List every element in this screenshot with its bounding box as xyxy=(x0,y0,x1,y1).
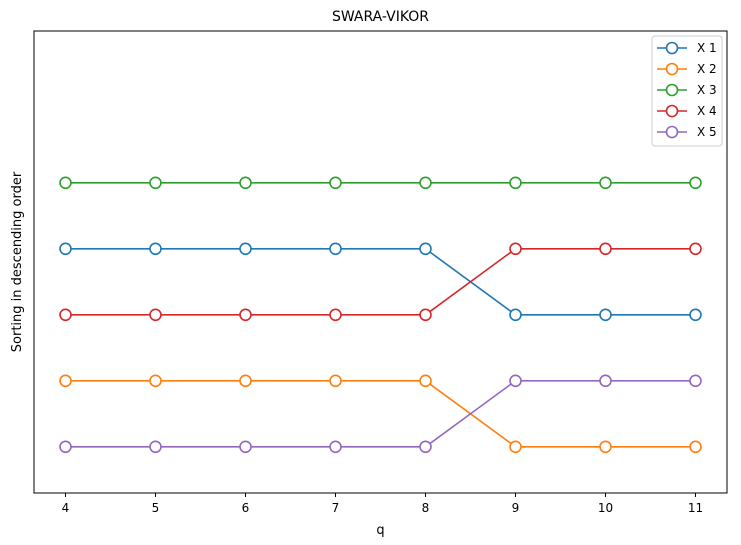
series-x4-point xyxy=(149,308,162,322)
series-layer xyxy=(59,176,702,454)
series-x2-point xyxy=(509,440,522,454)
legend-label: X 1 xyxy=(697,41,717,55)
series-x5-point xyxy=(689,374,702,388)
series-x3-point xyxy=(599,176,612,190)
series-x3-point xyxy=(509,176,522,190)
x-tick-label: 6 xyxy=(242,501,250,515)
series-x1-point xyxy=(419,242,432,256)
plot-area xyxy=(33,30,728,494)
x-tick-label: 11 xyxy=(688,501,703,515)
x-tick-label: 8 xyxy=(422,501,430,515)
legend-entry: X 1 xyxy=(657,41,717,55)
legend-swatch-marker xyxy=(665,62,679,76)
x-tick-label: 10 xyxy=(598,501,613,515)
series-x1-point xyxy=(59,242,72,256)
series-x2-point xyxy=(59,374,72,388)
legend-entry: X 4 xyxy=(657,104,717,118)
legend-entry: X 5 xyxy=(657,125,717,139)
series-x5-point xyxy=(599,374,612,388)
x-tick-label: 7 xyxy=(332,501,340,515)
series-x2-point xyxy=(419,374,432,388)
series-x1-point xyxy=(149,242,162,256)
series-x1 xyxy=(59,242,702,322)
series-x3-point xyxy=(689,176,702,190)
series-x4-point xyxy=(329,308,342,322)
x-tick-label: 5 xyxy=(152,501,160,515)
series-x4-point xyxy=(689,242,702,256)
series-x4-line xyxy=(65,248,696,316)
x-tick-label: 4 xyxy=(62,501,70,515)
series-x4-point xyxy=(419,308,432,322)
legend-label: X 2 xyxy=(697,62,717,76)
series-x1-point xyxy=(599,308,612,322)
series-x4-point xyxy=(509,242,522,256)
series-x5-point xyxy=(59,440,72,454)
legend: X 1 X 2 X 3 X 4 X 5 xyxy=(651,35,723,147)
series-x1-point xyxy=(239,242,252,256)
series-x1-point xyxy=(509,308,522,322)
legend-label: X 4 xyxy=(697,104,717,118)
series-x2 xyxy=(59,374,702,454)
legend-swatch-marker xyxy=(665,104,679,118)
series-x1-line xyxy=(65,248,696,316)
legend-swatch-marker xyxy=(665,41,679,55)
series-x4 xyxy=(59,242,702,322)
series-x2-point xyxy=(239,374,252,388)
series-x3-point xyxy=(419,176,432,190)
series-x5-line xyxy=(65,379,696,448)
series-x2-point xyxy=(689,440,702,454)
legend-label: X 5 xyxy=(697,125,717,139)
series-x1-point xyxy=(329,242,342,256)
series-x1-point xyxy=(689,308,702,322)
legend-swatch-marker xyxy=(665,83,679,97)
series-x2-point xyxy=(599,440,612,454)
series-x2-line xyxy=(65,379,696,448)
series-x5-point xyxy=(149,440,162,454)
chart-title: SWARA-VIKOR xyxy=(332,9,429,25)
series-x5-point xyxy=(329,440,342,454)
series-x3-point xyxy=(59,176,72,190)
legend-swatch-marker xyxy=(665,125,679,139)
series-x3-point xyxy=(329,176,342,190)
legend-label: X 3 xyxy=(697,83,717,97)
series-x2-point xyxy=(149,374,162,388)
series-x4-point xyxy=(239,308,252,322)
y-axis-label: Sorting in descending order xyxy=(10,171,25,352)
series-x5-point xyxy=(239,440,252,454)
x-axis-ticks: 4 5 6 7 8 9 10 11 xyxy=(62,493,703,515)
series-x5-point xyxy=(419,440,432,454)
series-x3-point xyxy=(149,176,162,190)
series-x5-point xyxy=(509,374,522,388)
x-tick-label: 9 xyxy=(512,501,520,515)
series-x4-point xyxy=(59,308,72,322)
series-x4-point xyxy=(599,242,612,256)
legend-entry: X 2 xyxy=(657,62,717,76)
series-x2-point xyxy=(329,374,342,388)
series-x3-point xyxy=(239,176,252,190)
legend-entry: X 3 xyxy=(657,83,717,97)
x-axis-label: q xyxy=(376,523,384,538)
series-x5 xyxy=(59,374,702,454)
series-x3 xyxy=(59,176,702,190)
